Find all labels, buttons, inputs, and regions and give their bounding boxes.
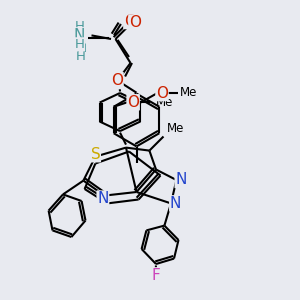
Text: O: O <box>129 15 141 30</box>
Text: O: O <box>127 95 139 110</box>
Text: Me: Me <box>156 96 173 109</box>
Text: O: O <box>110 74 122 88</box>
Text: O: O <box>124 14 136 28</box>
Text: N: N <box>175 172 187 188</box>
Text: N: N <box>97 191 109 206</box>
Text: H: H <box>75 20 84 34</box>
Text: N: N <box>75 40 87 55</box>
Text: Me: Me <box>167 122 184 135</box>
Text: O: O <box>111 73 123 88</box>
Text: S: S <box>91 147 100 162</box>
Text: H: H <box>76 50 86 63</box>
Text: Me: Me <box>179 86 197 99</box>
Text: N: N <box>170 196 181 211</box>
Text: H: H <box>76 31 86 44</box>
Text: F: F <box>151 268 160 283</box>
Text: H: H <box>75 38 84 51</box>
Text: O: O <box>156 85 168 100</box>
Text: N: N <box>74 28 85 43</box>
